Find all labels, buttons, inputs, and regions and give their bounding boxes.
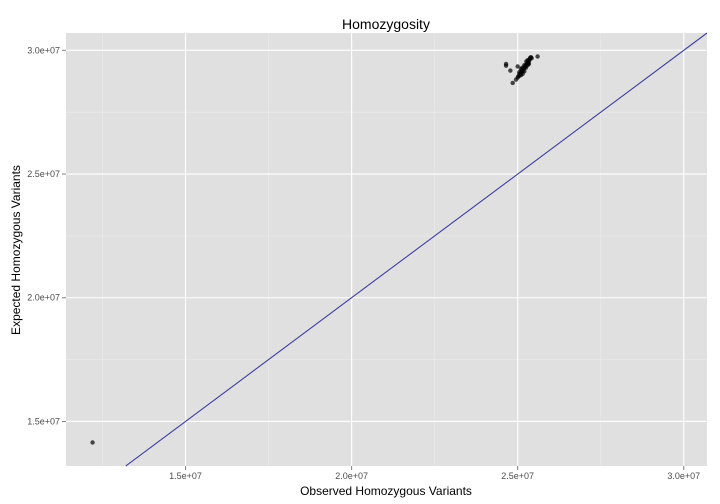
y-tick-label: 2.5e+07 <box>27 169 60 179</box>
x-tick-label: 3.0e+07 <box>667 471 700 481</box>
y-axis-title: Expected Homozygous Variants <box>9 165 23 335</box>
x-axis-ticks: 1.5e+07 2.0e+07 2.5e+07 3.0e+07 <box>169 466 700 481</box>
data-point <box>508 68 513 73</box>
data-point <box>526 61 532 67</box>
data-point <box>515 64 520 69</box>
data-point <box>535 54 540 59</box>
y-tick-label: 2.0e+07 <box>27 293 60 303</box>
y-tick-label: 1.5e+07 <box>27 416 60 426</box>
chart-title: Homozygosity <box>342 16 430 32</box>
identity-reference-line <box>125 32 708 467</box>
y-axis-ticks: 1.5e+07 2.0e+07 2.5e+07 3.0e+07 <box>27 45 66 426</box>
plot-panel <box>66 33 707 466</box>
minor-gridlines <box>66 33 707 466</box>
x-tick-label: 2.5e+07 <box>501 471 534 481</box>
data-point <box>503 63 509 68</box>
data-point <box>516 74 521 79</box>
data-point <box>518 70 524 75</box>
y-tick-label: 3.0e+07 <box>27 45 60 55</box>
data-point <box>525 58 530 63</box>
data-point <box>510 80 515 86</box>
data-point <box>529 56 534 61</box>
x-tick-label: 2.0e+07 <box>335 471 368 481</box>
x-axis-title: Observed Homozygous Variants <box>300 484 472 498</box>
data-point <box>522 62 527 68</box>
x-tick-label: 1.5e+07 <box>169 471 202 481</box>
major-gridlines <box>66 33 707 466</box>
data-points <box>90 54 540 445</box>
data-point <box>90 440 95 445</box>
